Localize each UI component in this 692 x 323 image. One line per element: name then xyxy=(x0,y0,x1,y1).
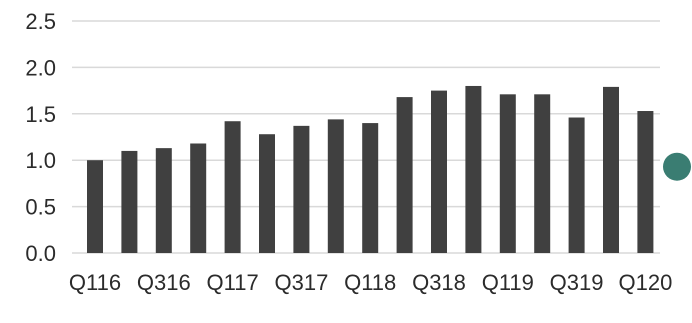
x-tick-label: Q117 xyxy=(207,270,259,295)
x-tick-label: Q319 xyxy=(550,270,604,295)
bars xyxy=(87,85,654,254)
x-tick-label: Q116 xyxy=(69,270,121,295)
bar-q417 xyxy=(327,119,344,253)
bar-q218 xyxy=(396,97,413,253)
x-tick-label: Q120 xyxy=(618,270,672,295)
x-axis-tick-labels: Q116 Q316 Q117 Q317 Q118 Q318 Q119 Q319 Q120 xyxy=(69,270,672,295)
bar-q318 xyxy=(431,90,447,253)
bar-q419 xyxy=(603,86,619,253)
bar-q116 xyxy=(87,160,103,253)
x-tick-label: Q118 xyxy=(344,270,396,295)
marker-point xyxy=(663,152,691,181)
y-tick-label: 1.5 xyxy=(25,102,56,127)
y-tick-label: 0.0 xyxy=(25,241,56,266)
bar-q317 xyxy=(293,125,310,253)
y-axis-tick-labels: 0.0 0.5 1.0 1.5 2.0 2.5 xyxy=(25,9,56,266)
bar-q416 xyxy=(190,143,207,253)
bar-q418 xyxy=(465,85,482,254)
bar-q120 xyxy=(637,111,654,254)
y-tick-label: 0.5 xyxy=(25,195,56,220)
bar-q117 xyxy=(224,121,241,253)
bar-q217 xyxy=(259,134,275,253)
bar-q316 xyxy=(155,148,172,253)
y-tick-label: 2.5 xyxy=(25,9,56,34)
x-tick-label: Q316 xyxy=(137,270,191,295)
bar-q119 xyxy=(499,94,516,253)
y-tick-label: 1.0 xyxy=(25,148,56,173)
x-tick-label: Q119 xyxy=(482,270,534,295)
marker-layer xyxy=(663,152,691,181)
x-tick-label: Q318 xyxy=(412,270,466,295)
x-tick-label: Q317 xyxy=(274,270,328,295)
bar-q118 xyxy=(362,123,379,253)
bar-q319 xyxy=(568,117,585,254)
bar-q216 xyxy=(121,150,138,253)
bar-q219 xyxy=(534,94,551,253)
y-tick-label: 2.0 xyxy=(25,55,56,80)
